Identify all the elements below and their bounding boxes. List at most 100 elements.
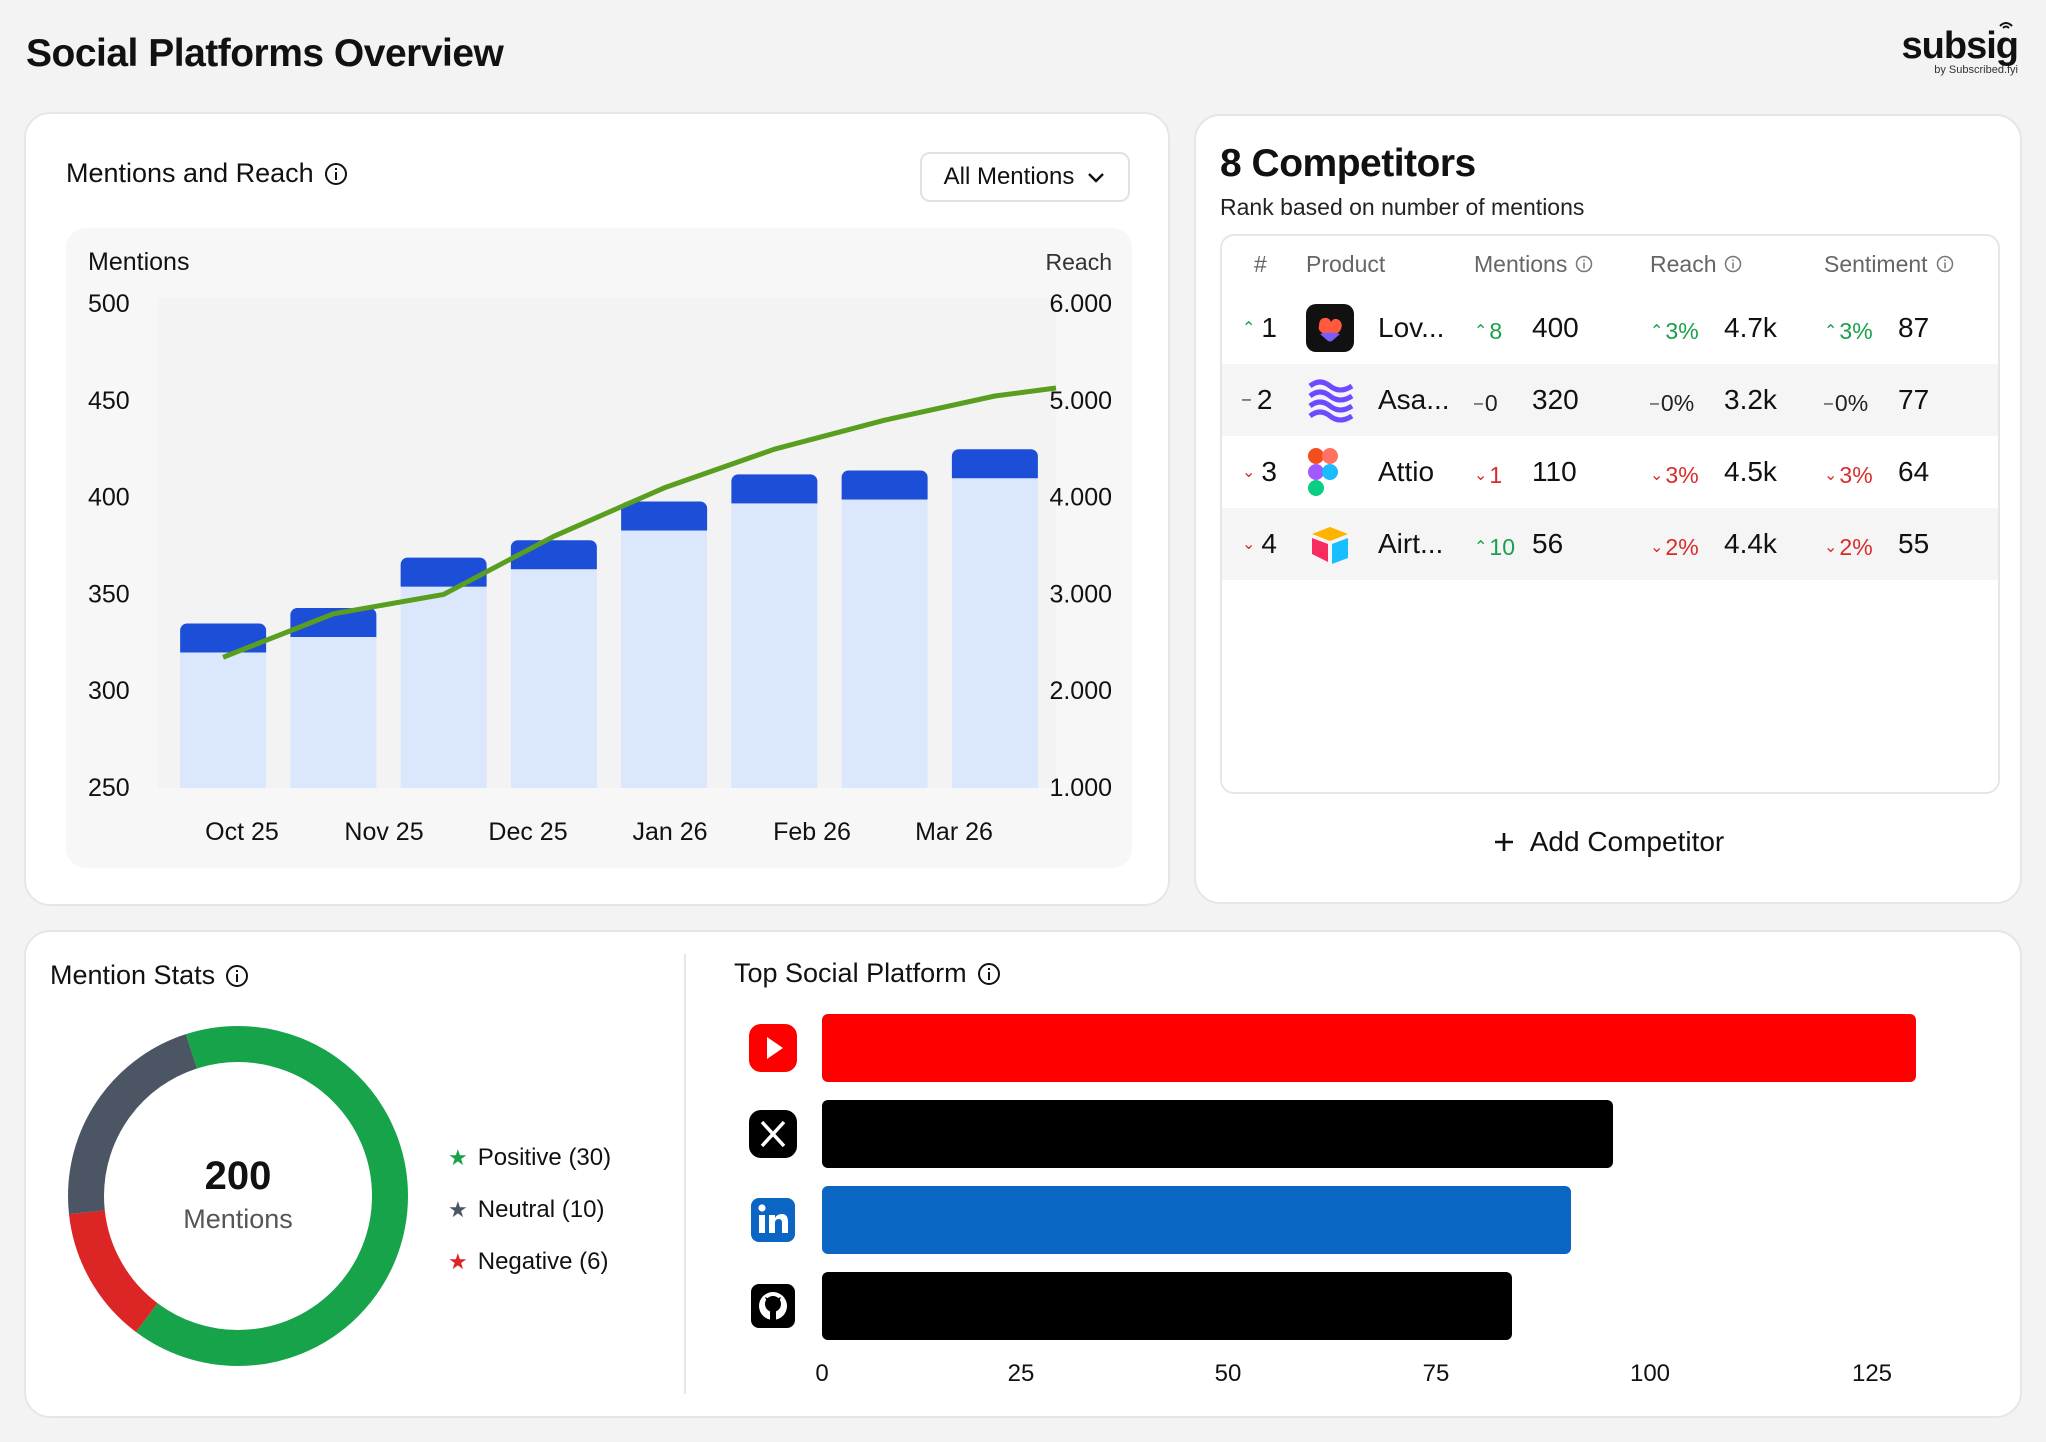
mentions-value: 56 — [1532, 528, 1564, 559]
col-sentiment-label: Sentiment — [1824, 250, 1928, 277]
info-icon[interactable] — [225, 964, 249, 988]
sentiment-cell: –0% 77 — [1824, 383, 1998, 418]
total-mentions-label: Mentions — [183, 1204, 293, 1234]
bar-lower-segment — [951, 478, 1038, 788]
sentiment-cell: ⌄ 3% 64 — [1824, 455, 1998, 489]
lovable-logo — [1306, 304, 1378, 352]
rank-trend-down-icon: ⌄ — [1242, 464, 1256, 481]
col-mentions[interactable]: Mentions — [1474, 251, 1650, 278]
platform-bar-x[interactable] — [822, 1100, 1614, 1168]
delta-value: 0 — [1484, 390, 1498, 417]
product-name[interactable]: Lov... — [1378, 312, 1445, 343]
bar-upper-segment — [290, 607, 377, 643]
mentions-filter-dropdown[interactable]: All Mentions — [920, 152, 1130, 202]
delta-indicator: ⌄ 2% — [1824, 534, 1873, 561]
table-row[interactable]: – 2 Asa... –0 320 –0% 3.2k –0% 77 — [1222, 364, 1998, 436]
product-name[interactable]: Attio — [1378, 456, 1435, 487]
x-axis-tick: Nov 25 — [344, 818, 423, 846]
info-icon — [1725, 255, 1742, 273]
mentions-reach-title: Mentions and Reach — [66, 158, 348, 189]
platform-bar-linkedin[interactable] — [822, 1186, 1572, 1254]
donut-segment[interactable] — [68, 1026, 408, 1366]
reach-cell: –0% 3.2k — [1650, 383, 1824, 418]
delta-value: 0% — [1834, 390, 1869, 417]
add-competitor-button[interactable]: Add Competitor — [1196, 826, 2020, 858]
platform-axis-tick: 125 — [1851, 1360, 1893, 1387]
rank-value: 4 — [1261, 528, 1277, 559]
mentions-cell: ⌃ 8 400 — [1474, 311, 1650, 345]
left-axis-tick: 350 — [88, 580, 130, 608]
legend-label: Positive (30) — [477, 1144, 612, 1171]
reach-value: 4.4k — [1724, 528, 1777, 559]
platform-axis-tick: 50 — [1214, 1360, 1242, 1387]
bar-upper-segment — [841, 470, 928, 506]
github-icon — [748, 1281, 798, 1331]
mention-stats-title: Mention Stats — [50, 960, 249, 991]
platform-row-x — [748, 1100, 798, 1168]
left-axis-tick: 250 — [88, 774, 130, 802]
mentions-reach-chart: Mentions Reach 500 450 400 350 300 250 6.000 5… — [66, 228, 1132, 868]
delta-indicator: –0% — [1650, 390, 1694, 417]
reach-line — [222, 385, 1057, 660]
trend-down-icon: ⌄ — [1650, 467, 1664, 485]
right-axis-label: Reach — [1046, 249, 1112, 275]
sentiment-value: 87 — [1898, 312, 1930, 343]
bar-upper-segment — [731, 474, 818, 510]
trend-up-icon: ⌃ — [1474, 323, 1488, 341]
competitors-table-header: # Product Mentions Reach Sentiment — [1222, 236, 1998, 292]
trend-flat-icon: – — [1650, 394, 1659, 412]
figma-logo — [1306, 447, 1378, 497]
delta-indicator: ⌄ 3% — [1650, 462, 1699, 489]
table-row[interactable]: ⌃ 1 Lov... ⌃ 8 400 ⌃ 3% 4.7k ⌃ 3% 87 — [1222, 292, 1998, 364]
delta-indicator: ⌃ 8 — [1474, 318, 1502, 345]
competitors-table: # Product Mentions Reach Sentiment ⌃ 1 L… — [1220, 234, 2000, 794]
airtable-logo — [1306, 520, 1378, 568]
product-name[interactable]: Airt... — [1378, 528, 1444, 559]
delta-value: 2% — [1665, 533, 1699, 560]
trend-flat-icon: – — [1474, 394, 1483, 412]
right-axis-tick: 6.000 — [1049, 290, 1112, 318]
brand-tagline: by Subscribed.fyi — [1934, 64, 2018, 76]
x-axis-tick: Jan 26 — [632, 818, 707, 846]
info-icon[interactable] — [977, 962, 1001, 986]
platform-bar-github[interactable] — [822, 1272, 1513, 1340]
top-platform-title: Top Social Platform — [734, 958, 1001, 989]
brand-logo: subsig by Subscribed.fyi — [1901, 22, 2019, 76]
donut-segment[interactable] — [68, 1026, 408, 1366]
brand-name: subsig — [1901, 25, 2019, 67]
info-icon[interactable] — [324, 162, 348, 186]
platform-row-linkedin — [748, 1186, 798, 1254]
top-platform-title-text: Top Social Platform — [734, 958, 967, 988]
delta-indicator: –0% — [1824, 390, 1868, 417]
rank-value: 1 — [1261, 312, 1277, 343]
legend-item: ★ Positive (30) — [448, 1132, 611, 1184]
rank-trend-flat-icon: – — [1242, 391, 1251, 408]
col-reach[interactable]: Reach — [1650, 251, 1824, 278]
table-row[interactable]: ⌄ 3 Attio ⌄ 1 110 ⌄ 3% 4.5k ⌄ 3% 64 — [1222, 436, 1998, 508]
sentiment-value: 77 — [1898, 384, 1930, 415]
mention-stats-legend: ★ Positive (30) ★ Neutral (10) ★ Negative (6) — [448, 1132, 611, 1288]
plus-icon — [1494, 833, 1513, 851]
col-sentiment[interactable]: Sentiment — [1824, 251, 1998, 278]
delta-value: 2% — [1839, 533, 1873, 560]
platform-bar-youtube[interactable] — [822, 1014, 1917, 1082]
delta-indicator: ⌃ 3% — [1824, 318, 1873, 345]
mentions-value: 320 — [1532, 384, 1579, 415]
right-axis-tick: 5.000 — [1049, 387, 1112, 415]
x-axis-tick: Dec 25 — [488, 818, 567, 846]
bar-upper-segment — [621, 501, 708, 537]
page-title: Social Platforms Overview — [26, 32, 504, 75]
table-row[interactable]: ⌄ 4 Airt... ⌃ 10 56 ⌄ 2% 4.4k ⌄ 2% 55 — [1222, 508, 1998, 580]
delta-value: 3% — [1839, 461, 1873, 488]
platform-row-github — [748, 1272, 798, 1340]
mentions-reach-card: Mentions and Reach All Mentions Mentions… — [24, 112, 1170, 906]
trend-flat-icon: – — [1824, 394, 1833, 412]
delta-value: 3% — [1839, 317, 1873, 344]
trend-up-icon: ⌃ — [1650, 323, 1664, 341]
linkedin-icon — [748, 1195, 798, 1245]
mentions-cell: ⌄ 1 110 — [1474, 455, 1650, 489]
product-name[interactable]: Asa... — [1378, 384, 1450, 415]
add-competitor-label: Add Competitor — [1529, 826, 1725, 857]
delta-value: 10 — [1489, 533, 1515, 560]
reach-cell: ⌄ 3% 4.5k — [1650, 455, 1824, 489]
